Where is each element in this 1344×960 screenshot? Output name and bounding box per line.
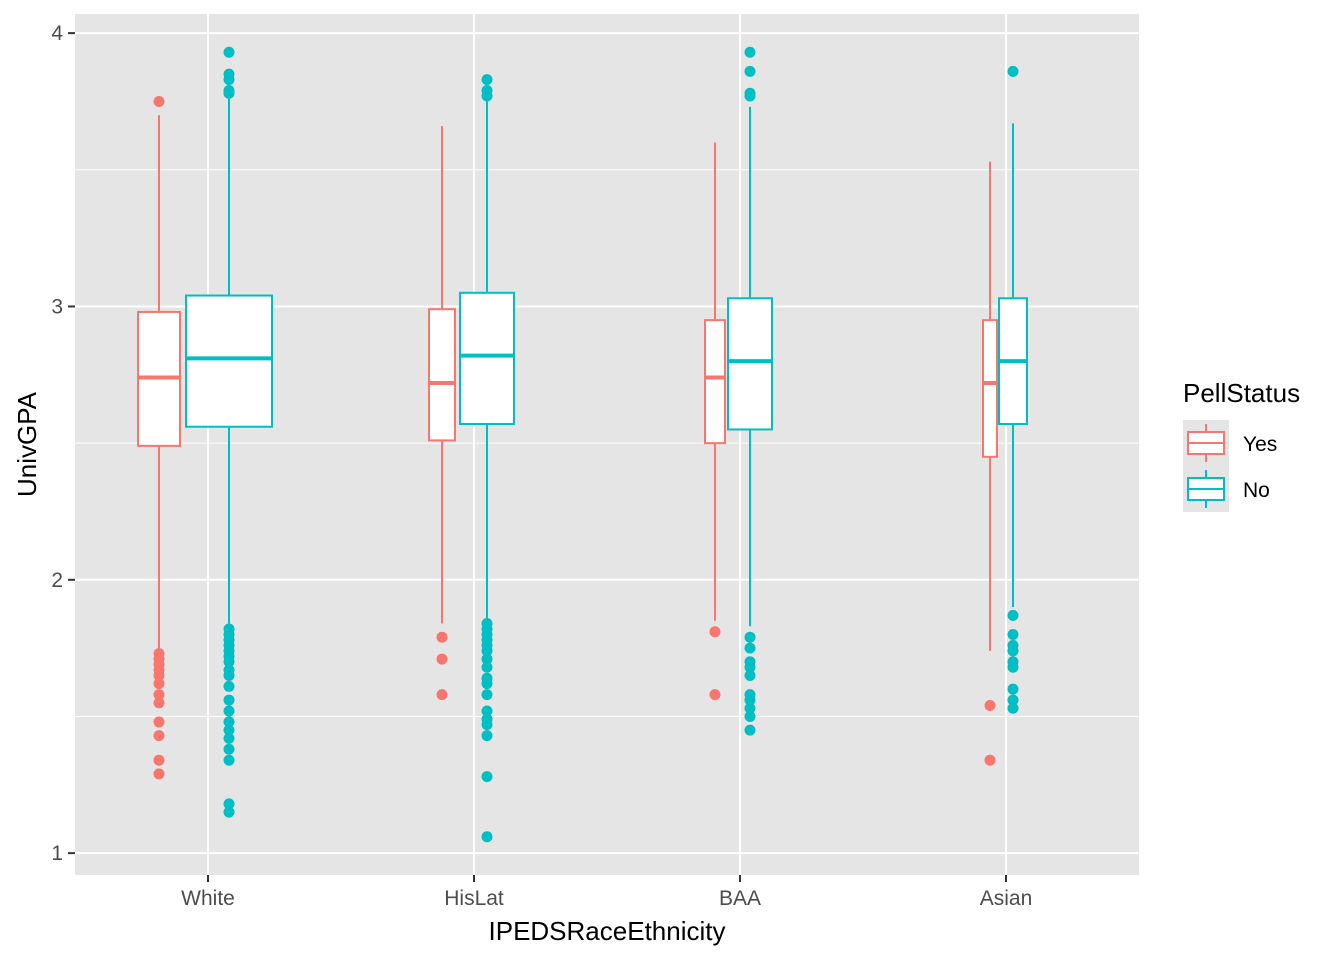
- outlier-point: [481, 689, 493, 701]
- outlier-point: [984, 754, 996, 766]
- x-axis-title: IPEDSRaceEthnicity: [489, 916, 726, 946]
- outlier-point: [153, 669, 165, 681]
- outlier-point: [1007, 661, 1019, 673]
- outlier-point: [481, 653, 493, 665]
- outlier-point: [744, 46, 756, 58]
- outlier-point: [223, 669, 235, 681]
- outlier-point: [744, 702, 756, 714]
- outlier-point: [744, 669, 756, 681]
- outlier-point: [223, 705, 235, 717]
- legend-label: Yes: [1243, 433, 1277, 456]
- outlier-point: [223, 716, 235, 728]
- outlier-point: [744, 631, 756, 643]
- box-iqr: [459, 291, 515, 425]
- outlier-point: [436, 631, 448, 643]
- box-iqr: [428, 308, 456, 442]
- outlier-point: [481, 705, 493, 717]
- outlier-point: [744, 694, 756, 706]
- outlier-point: [481, 74, 493, 86]
- box-no-hislat: [459, 74, 515, 843]
- outlier-point: [223, 87, 235, 99]
- box-yes-white: [137, 95, 181, 780]
- box-layer: [137, 46, 1028, 843]
- outlier-point: [481, 90, 493, 102]
- outlier-point: [481, 678, 493, 690]
- box-yes-asian: [982, 161, 998, 766]
- outlier-point: [223, 680, 235, 692]
- outlier-point: [709, 689, 721, 701]
- outlier-point: [153, 716, 165, 728]
- outlier-point: [153, 768, 165, 780]
- outlier-point: [1007, 609, 1019, 621]
- outlier-point: [481, 719, 493, 731]
- x-tick-label: White: [181, 887, 235, 910]
- outlier-point: [223, 732, 235, 744]
- box-iqr: [982, 319, 998, 458]
- outlier-point: [744, 661, 756, 673]
- box-yes-hislat: [428, 126, 456, 701]
- outlier-point: [223, 46, 235, 58]
- outlier-point: [744, 724, 756, 736]
- outlier-point: [223, 656, 235, 668]
- outlier-point: [481, 730, 493, 742]
- outlier-point: [223, 724, 235, 736]
- box-no-white: [185, 46, 273, 818]
- outlier-point: [744, 710, 756, 722]
- outlier-point: [1007, 702, 1019, 714]
- outlier-point: [223, 74, 235, 86]
- y-tick-label: 1: [51, 842, 63, 865]
- outlier-point: [744, 642, 756, 654]
- y-tick-label: 2: [51, 569, 63, 592]
- y-tick-label: 3: [51, 295, 63, 318]
- x-tick-label: Asian: [980, 887, 1033, 910]
- x-tick-label: BAA: [719, 887, 761, 910]
- outlier-point: [481, 831, 493, 843]
- outlier-point: [436, 653, 448, 665]
- box-no-asian: [998, 65, 1028, 714]
- outlier-point: [436, 689, 448, 701]
- outlier-point: [153, 678, 165, 690]
- box-iqr: [185, 294, 273, 428]
- outlier-point: [709, 626, 721, 638]
- outlier-point: [744, 90, 756, 102]
- outlier-point: [153, 697, 165, 709]
- outlier-point: [153, 754, 165, 766]
- legend-key-no: No: [1183, 466, 1270, 512]
- box-yes-baa: [704, 142, 726, 701]
- outlier-point: [481, 645, 493, 657]
- x-axis: White HisLat BAA Asian: [181, 875, 1032, 910]
- legend: PellStatus Yes No: [1183, 378, 1300, 512]
- outlier-point: [223, 798, 235, 810]
- box-iqr: [727, 297, 773, 431]
- outlier-point: [1007, 65, 1019, 77]
- x-tick-label: HisLat: [444, 887, 504, 910]
- legend-key-yes: Yes: [1183, 420, 1277, 466]
- outlier-point: [153, 730, 165, 742]
- outlier-point: [153, 95, 165, 107]
- outlier-point: [1007, 683, 1019, 695]
- outlier-point: [1007, 628, 1019, 640]
- outlier-point: [223, 694, 235, 706]
- y-axis: 1 2 3 4: [51, 22, 75, 865]
- outlier-point: [1007, 694, 1019, 706]
- outlier-point: [1007, 645, 1019, 657]
- outlier-point: [984, 700, 996, 712]
- outlier-point: [744, 65, 756, 77]
- panel-background: [75, 14, 1139, 875]
- outlier-point: [223, 806, 235, 818]
- box-iqr: [704, 319, 726, 445]
- minor-gridlines: [75, 169, 1139, 717]
- y-tick-label: 4: [51, 22, 63, 45]
- outlier-point: [481, 661, 493, 673]
- outlier-point: [153, 689, 165, 701]
- legend-label: No: [1243, 479, 1270, 502]
- outlier-point: [223, 754, 235, 766]
- box-no-baa: [727, 46, 773, 736]
- legend-title: PellStatus: [1183, 378, 1300, 408]
- outlier-point: [481, 771, 493, 783]
- y-axis-title: UnivGPA: [12, 391, 42, 497]
- outlier-point: [223, 743, 235, 755]
